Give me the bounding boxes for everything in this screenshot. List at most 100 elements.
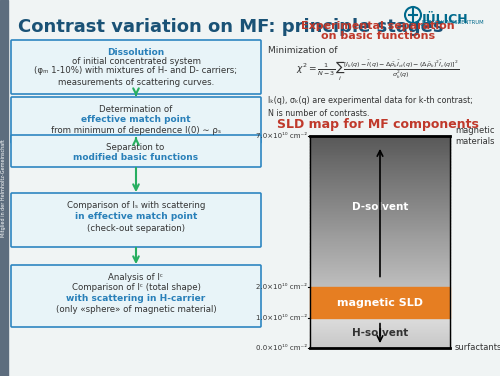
Bar <box>310 238 450 241</box>
Bar <box>310 340 450 341</box>
Text: SLD map for MF components: SLD map for MF components <box>277 118 479 131</box>
Bar <box>310 346 450 347</box>
Bar <box>310 137 450 139</box>
Bar <box>310 193 450 195</box>
Bar <box>310 326 450 327</box>
Bar <box>310 228 450 230</box>
Bar <box>310 164 450 166</box>
Bar <box>310 194 450 197</box>
Bar <box>310 322 450 323</box>
Text: 7.0×10¹⁰ cm⁻²: 7.0×10¹⁰ cm⁻² <box>256 133 307 139</box>
Bar <box>310 319 450 320</box>
Bar <box>310 151 450 153</box>
Bar <box>310 222 450 224</box>
Bar <box>310 220 450 222</box>
Bar <box>310 318 450 319</box>
Bar <box>310 331 450 332</box>
Bar <box>310 260 450 262</box>
Bar <box>310 210 450 212</box>
Bar <box>310 173 450 175</box>
Bar <box>310 322 450 323</box>
Text: Separation to: Separation to <box>106 144 166 153</box>
Bar <box>310 337 450 338</box>
Text: on basic functions: on basic functions <box>321 31 435 41</box>
Bar <box>0 0 8 376</box>
Bar <box>310 320 450 321</box>
Bar <box>310 329 450 330</box>
Text: Analysis of Iᶜ: Analysis of Iᶜ <box>108 273 164 282</box>
Bar <box>310 328 450 329</box>
Text: JÜLICH: JÜLICH <box>422 11 469 26</box>
Bar <box>310 205 450 207</box>
Text: effective match point: effective match point <box>81 115 191 124</box>
Bar <box>310 244 450 247</box>
Bar <box>310 275 450 277</box>
Bar <box>310 325 450 326</box>
Bar <box>310 333 450 334</box>
Text: magnetic
materials: magnetic materials <box>455 126 494 146</box>
Bar <box>310 346 450 347</box>
Bar <box>310 243 450 245</box>
Bar <box>310 172 450 174</box>
Bar <box>310 321 450 322</box>
Bar <box>310 338 450 339</box>
Text: Iₖ(q), σₖ(q) are experimental data for k-th contrast;
N is number of contrasts.: Iₖ(q), σₖ(q) are experimental data for k… <box>268 96 473 117</box>
Bar <box>310 170 450 172</box>
Bar <box>310 214 450 216</box>
Bar <box>310 232 450 234</box>
Bar <box>310 187 450 189</box>
Bar <box>310 327 450 328</box>
Bar <box>310 231 450 233</box>
Bar <box>310 267 450 269</box>
Bar <box>310 282 450 284</box>
Text: modified basic functions: modified basic functions <box>74 153 198 162</box>
Text: magnetic SLD: magnetic SLD <box>337 297 423 308</box>
FancyBboxPatch shape <box>11 97 261 143</box>
Bar <box>310 258 450 260</box>
FancyBboxPatch shape <box>11 193 261 247</box>
Bar <box>310 196 450 198</box>
Bar <box>310 338 450 339</box>
Bar <box>310 188 450 191</box>
Bar <box>310 160 450 162</box>
Bar <box>310 318 450 319</box>
Bar <box>310 347 450 348</box>
Bar <box>310 166 450 168</box>
Text: Dissolution: Dissolution <box>108 48 164 57</box>
FancyBboxPatch shape <box>11 135 261 167</box>
Bar <box>310 328 450 329</box>
Bar <box>310 340 450 341</box>
Bar <box>310 335 450 336</box>
Bar <box>310 217 450 219</box>
Bar <box>310 325 450 326</box>
Text: (check-out separation): (check-out separation) <box>87 224 185 233</box>
Text: 2.0×10¹⁰ cm⁻²: 2.0×10¹⁰ cm⁻² <box>256 284 307 290</box>
Bar <box>310 278 450 280</box>
Bar <box>310 273 450 275</box>
Bar <box>310 141 450 144</box>
Bar <box>310 331 450 332</box>
Bar <box>310 284 450 286</box>
Bar <box>310 324 450 325</box>
Bar <box>310 207 450 209</box>
Bar <box>310 204 450 206</box>
Bar <box>310 330 450 331</box>
Bar <box>310 328 450 329</box>
Bar <box>310 261 450 263</box>
Bar <box>310 333 450 334</box>
Bar <box>310 276 450 278</box>
Bar <box>310 202 450 204</box>
Bar <box>310 336 450 337</box>
Bar <box>310 154 450 156</box>
Bar <box>310 148 450 150</box>
Bar <box>310 347 450 348</box>
Bar <box>310 264 450 266</box>
Bar <box>310 175 450 177</box>
Bar <box>310 161 450 163</box>
Bar <box>310 184 450 186</box>
Bar <box>310 332 450 333</box>
Bar <box>310 211 450 213</box>
Bar <box>310 334 450 335</box>
Bar <box>310 181 450 183</box>
Bar <box>310 342 450 343</box>
